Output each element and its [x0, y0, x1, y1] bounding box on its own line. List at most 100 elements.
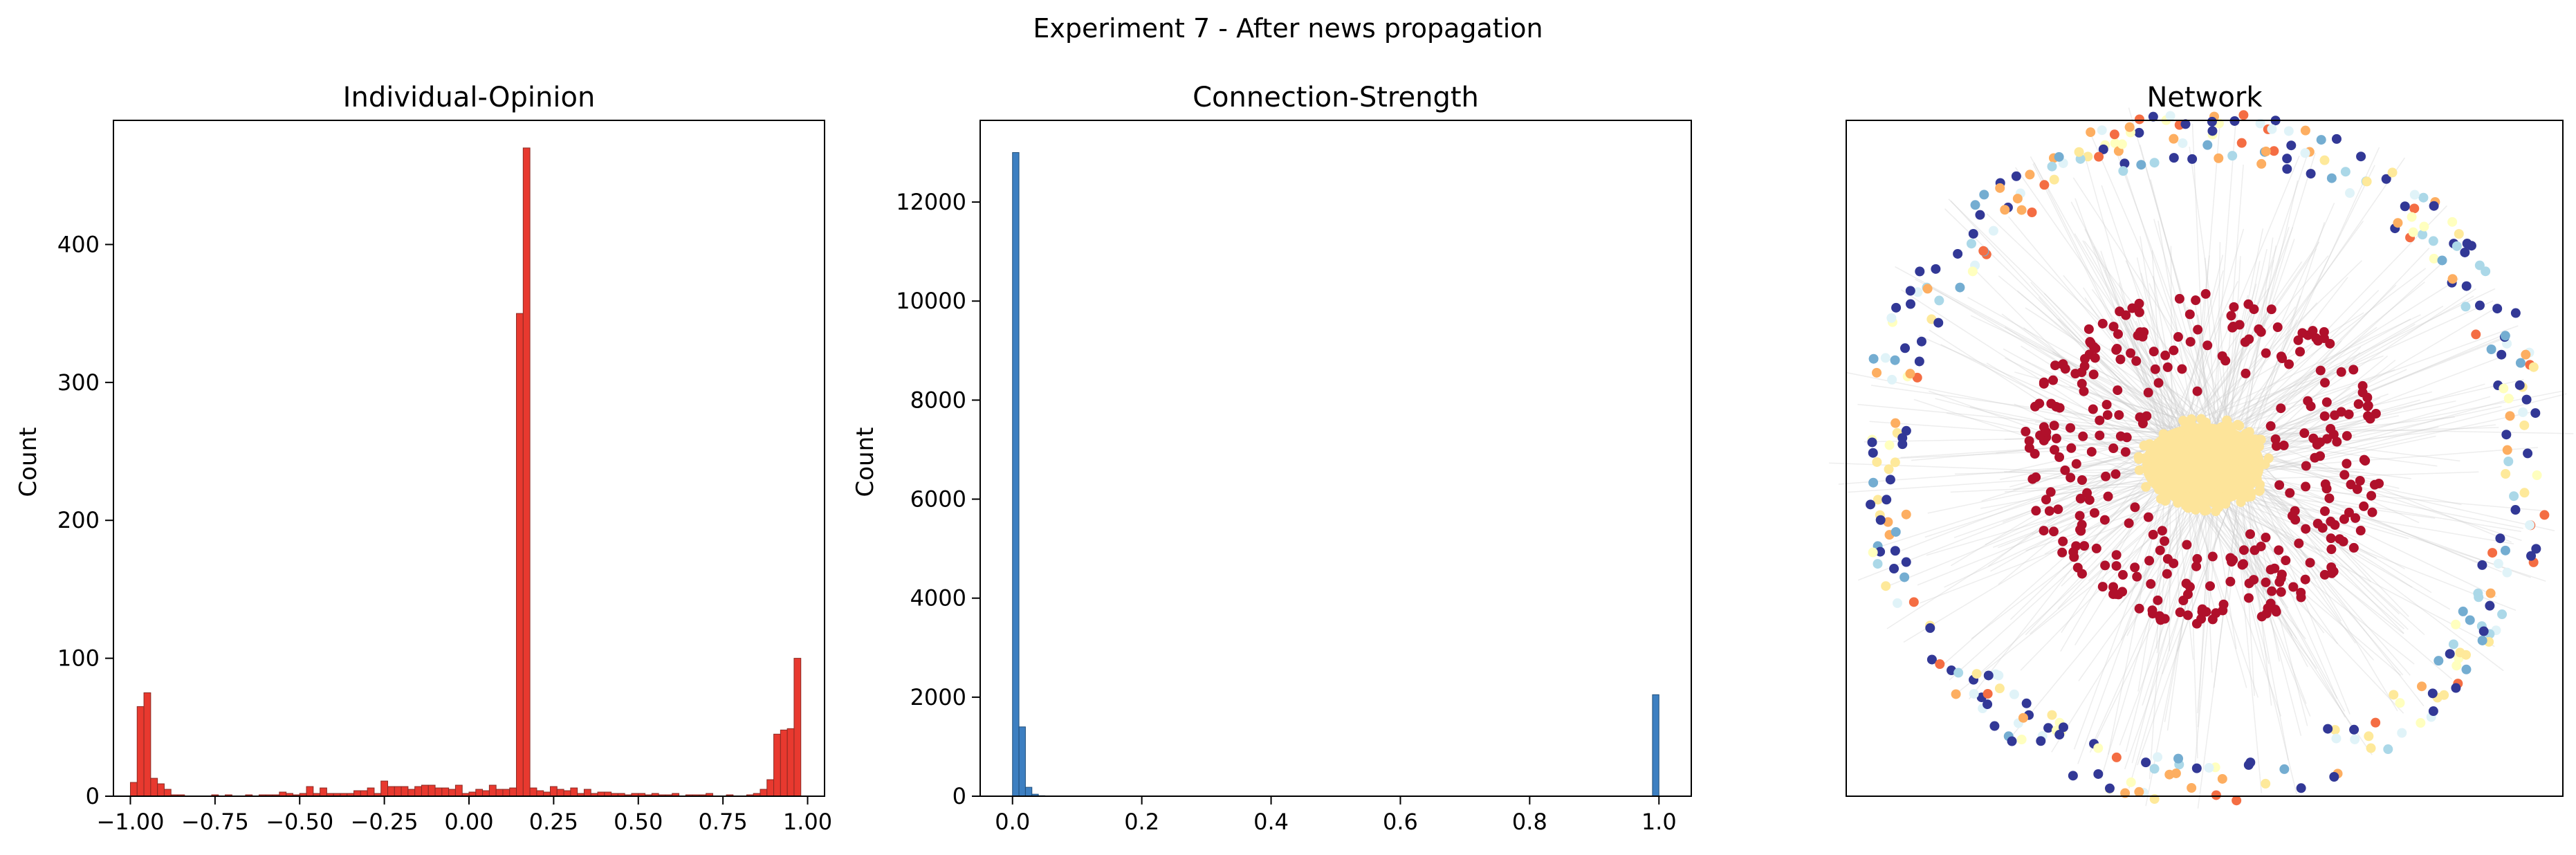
x-tick-label: 0.50 — [614, 809, 663, 835]
network-node — [2121, 310, 2131, 320]
panel2-ylabel: Count — [852, 428, 879, 497]
network-edge — [2211, 318, 2411, 428]
network-node — [2261, 778, 2271, 789]
network-node — [2295, 347, 2306, 357]
y-tick-label: 10000 — [896, 288, 966, 314]
network-node — [2308, 326, 2318, 336]
network-node — [2221, 435, 2232, 445]
network-node — [2191, 561, 2202, 571]
network-node — [2208, 448, 2218, 458]
network-node — [2364, 731, 2374, 742]
network-node — [2074, 147, 2084, 157]
histogram-bar — [163, 789, 172, 797]
network-node — [2339, 514, 2349, 524]
network-node — [2236, 138, 2247, 148]
y-tick-label: 0 — [86, 783, 100, 809]
y-tick-label: 200 — [57, 507, 100, 533]
network-node — [2428, 706, 2438, 717]
y-tick-label: 300 — [57, 369, 100, 396]
network-edge — [2189, 146, 2229, 430]
network-node — [2481, 266, 2491, 277]
network-node — [2175, 607, 2185, 618]
network-node — [2389, 690, 2399, 700]
network-node — [2114, 410, 2124, 420]
network-node — [1934, 295, 1944, 306]
network-node — [2478, 626, 2489, 636]
network-edge — [2072, 177, 2238, 428]
network-node — [2458, 606, 2468, 616]
network-node — [2326, 544, 2337, 555]
network-node — [2117, 139, 2127, 149]
network-edge — [2239, 427, 2574, 434]
network-node — [2149, 347, 2159, 357]
network-node — [2048, 375, 2059, 385]
network-node — [1887, 374, 1897, 385]
network-node — [2094, 151, 2104, 162]
network-node — [2077, 378, 2087, 389]
network-node — [2098, 144, 2108, 154]
network-node — [1868, 448, 1878, 458]
network-edge — [2221, 447, 2539, 472]
network-node — [2047, 710, 2057, 720]
network-node — [2110, 469, 2121, 479]
network-node — [2397, 728, 2407, 738]
network-node — [2082, 488, 2092, 498]
panel2-title: Connection-Strength — [1193, 82, 1479, 113]
network-node — [2048, 526, 2059, 537]
network-node — [2117, 570, 2128, 580]
network-node — [2330, 410, 2340, 421]
network-edge — [1986, 213, 2240, 454]
network-node — [2261, 146, 2271, 156]
network-node — [2466, 241, 2476, 251]
network-node — [2539, 510, 2550, 520]
network-node — [2127, 303, 2137, 313]
network-node — [2518, 407, 2528, 417]
network-node — [2086, 447, 2097, 457]
network-node — [2265, 598, 2276, 609]
network-node — [2244, 334, 2254, 344]
network-node — [2175, 451, 2185, 461]
network-edge — [2206, 288, 2496, 428]
histogram-bar — [414, 786, 422, 797]
network-node — [2241, 368, 2251, 378]
network-node — [2101, 399, 2112, 410]
histogram-bar — [793, 658, 802, 797]
network-edge — [2229, 463, 2504, 672]
network-node — [2356, 151, 2366, 162]
network-node — [2176, 471, 2187, 481]
network-node — [2101, 471, 2111, 481]
network-node — [2485, 600, 2495, 611]
network-node — [2474, 260, 2485, 270]
network-node — [2330, 725, 2340, 735]
histogram-bar — [454, 784, 463, 797]
network-node — [2195, 497, 2205, 507]
network-node — [1901, 509, 1911, 520]
network-node — [1873, 559, 1883, 569]
network-node — [2054, 403, 2065, 413]
y-tick-label: 12000 — [896, 189, 966, 215]
network-node — [2187, 782, 2197, 793]
network-node — [2158, 429, 2169, 439]
x-tick-label: −0.50 — [266, 809, 333, 835]
network-edge — [2223, 325, 2519, 433]
network-node — [2352, 484, 2362, 495]
network-node — [2496, 349, 2507, 360]
network-node — [2465, 615, 2475, 625]
network-node — [2031, 472, 2041, 482]
network-node — [2323, 724, 2333, 734]
network-node — [1913, 287, 1923, 297]
network-node — [2130, 562, 2140, 573]
network-node — [2156, 494, 2166, 504]
network-node — [2207, 614, 2218, 625]
network-node — [2141, 757, 2151, 768]
network-node — [2016, 735, 2027, 745]
histogram-bar — [434, 787, 443, 797]
x-tick-label: 0.2 — [1124, 809, 1159, 835]
network-node — [1890, 418, 1901, 428]
network-node — [2053, 504, 2063, 515]
panel1-frame — [113, 120, 825, 797]
network-node — [2045, 487, 2056, 497]
network-node — [2400, 201, 2410, 212]
network-node — [1916, 336, 1926, 347]
network-node — [2236, 497, 2246, 507]
